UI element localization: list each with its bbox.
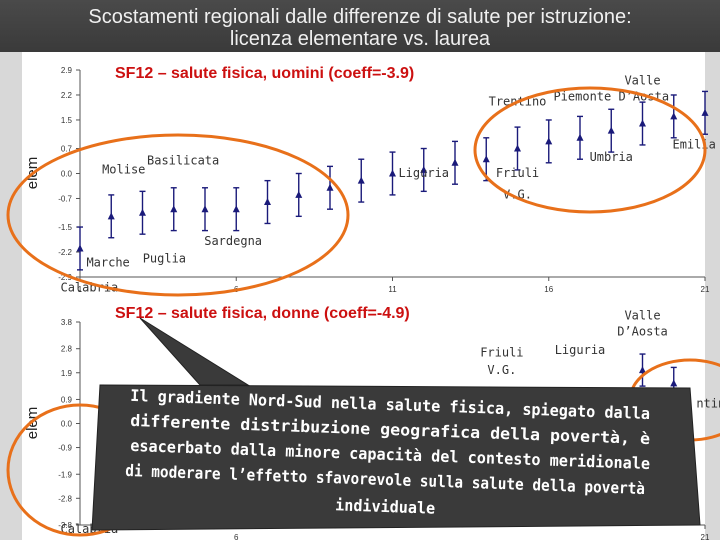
data-point-marker bbox=[107, 212, 115, 220]
data-point-marker bbox=[420, 165, 428, 173]
y-tick-label: 1.9 bbox=[61, 369, 73, 378]
highlight-ellipse-north bbox=[473, 86, 707, 214]
y-tick-label: -2.9 bbox=[58, 273, 72, 282]
data-point-marker bbox=[170, 205, 178, 213]
callout-pointer bbox=[139, 317, 250, 386]
x-tick-label: 1 bbox=[78, 285, 83, 294]
y-tick-label: 1.5 bbox=[61, 116, 73, 125]
region-label: Marche bbox=[86, 255, 129, 269]
y-tick-label: 2.8 bbox=[61, 345, 73, 354]
data-point-marker bbox=[576, 133, 584, 141]
y-tick-label: -2.8 bbox=[58, 494, 72, 503]
y-tick-label: -1.9 bbox=[58, 470, 72, 479]
y-tick-label: -1.5 bbox=[58, 223, 72, 232]
region-label: V.G. bbox=[487, 363, 516, 377]
chart-title: SF12 – salute fisica, uomini (coeff=-3.9… bbox=[115, 65, 414, 82]
chart-title: SF12 – salute fisica, donne (coeff=-4.9) bbox=[115, 305, 410, 322]
x-tick-label: 6 bbox=[234, 533, 239, 540]
x-tick-label: 21 bbox=[701, 533, 710, 540]
data-point-marker bbox=[545, 137, 553, 145]
y-tick-label: -0.7 bbox=[58, 194, 72, 203]
region-label: Emilia R. bbox=[672, 138, 720, 152]
y-tick-label: 3.8 bbox=[61, 318, 73, 327]
x-tick-label: 16 bbox=[544, 285, 553, 294]
data-point-marker bbox=[139, 208, 146, 216]
data-point-marker bbox=[357, 176, 365, 184]
data-point-marker bbox=[607, 126, 615, 134]
right-decor-strip bbox=[705, 52, 720, 540]
data-point-marker bbox=[639, 366, 646, 374]
region-label: Liguria bbox=[398, 166, 449, 180]
y-tick-label: 2.2 bbox=[61, 91, 73, 100]
data-point-marker bbox=[670, 112, 678, 120]
y-tick-label: -0.9 bbox=[58, 444, 72, 453]
data-point-marker bbox=[701, 108, 709, 116]
y-tick-label: -3.8 bbox=[58, 521, 72, 530]
region-label: Basilicata bbox=[147, 154, 219, 168]
x-tick-label: 11 bbox=[388, 285, 397, 294]
slide-title-line-2: licenza elementare vs. laurea bbox=[229, 28, 491, 50]
data-point-marker bbox=[670, 379, 678, 387]
region-label: Umbria bbox=[590, 150, 633, 164]
region-label: Valle bbox=[624, 73, 660, 87]
callout-box bbox=[91, 384, 701, 531]
y-tick-label: 0.7 bbox=[61, 145, 73, 154]
chart-1: 2.92.21.50.70.0-0.7-1.5-2.2-2.91 6 11 16 21e… bbox=[24, 65, 720, 294]
y-tick-label: 0.0 bbox=[61, 420, 73, 429]
data-point-marker bbox=[639, 119, 646, 127]
slide-title-line-1: Scostamenti regionali dalle differenze d… bbox=[88, 6, 632, 28]
region-label: D’Aosta bbox=[617, 324, 668, 338]
data-point-marker bbox=[451, 158, 459, 166]
y-tick-label: 0.9 bbox=[61, 395, 73, 404]
region-label: Molise bbox=[102, 163, 145, 177]
region-label: Puglia bbox=[143, 252, 186, 266]
region-label: Valle bbox=[624, 308, 660, 322]
y-tick-label: 0.0 bbox=[61, 170, 73, 179]
data-point-marker bbox=[482, 155, 490, 163]
region-label: Liguria bbox=[555, 343, 606, 357]
region-label: V.G. bbox=[503, 187, 532, 201]
data-point-marker bbox=[264, 198, 271, 206]
callout-text-line: individuale bbox=[335, 495, 436, 517]
region-label: Sardegna bbox=[204, 234, 262, 248]
highlight-ellipse-south bbox=[6, 133, 350, 297]
y-tick-label: 2.9 bbox=[61, 66, 73, 75]
slide-title-bar: Scostamenti regionali dalle differenze d… bbox=[0, 0, 720, 52]
callout-bubble: Il gradiente Nord-Sud nella salute fisic… bbox=[91, 317, 701, 531]
region-label: Friuli bbox=[480, 346, 523, 360]
y-tick-label: -2.2 bbox=[58, 248, 72, 257]
data-point-marker bbox=[232, 205, 240, 213]
region-label: Friuli bbox=[496, 166, 539, 180]
data-point-marker bbox=[326, 183, 334, 191]
data-point-marker bbox=[76, 244, 84, 252]
data-point-marker bbox=[389, 169, 396, 177]
region-label: ntino bbox=[696, 396, 720, 410]
x-tick-label: 21 bbox=[701, 285, 710, 294]
left-decor-strip bbox=[0, 52, 22, 540]
data-point-marker bbox=[514, 144, 521, 152]
region-label: Calabria bbox=[60, 280, 118, 294]
data-point-marker bbox=[201, 205, 209, 213]
data-point-marker bbox=[295, 190, 303, 198]
